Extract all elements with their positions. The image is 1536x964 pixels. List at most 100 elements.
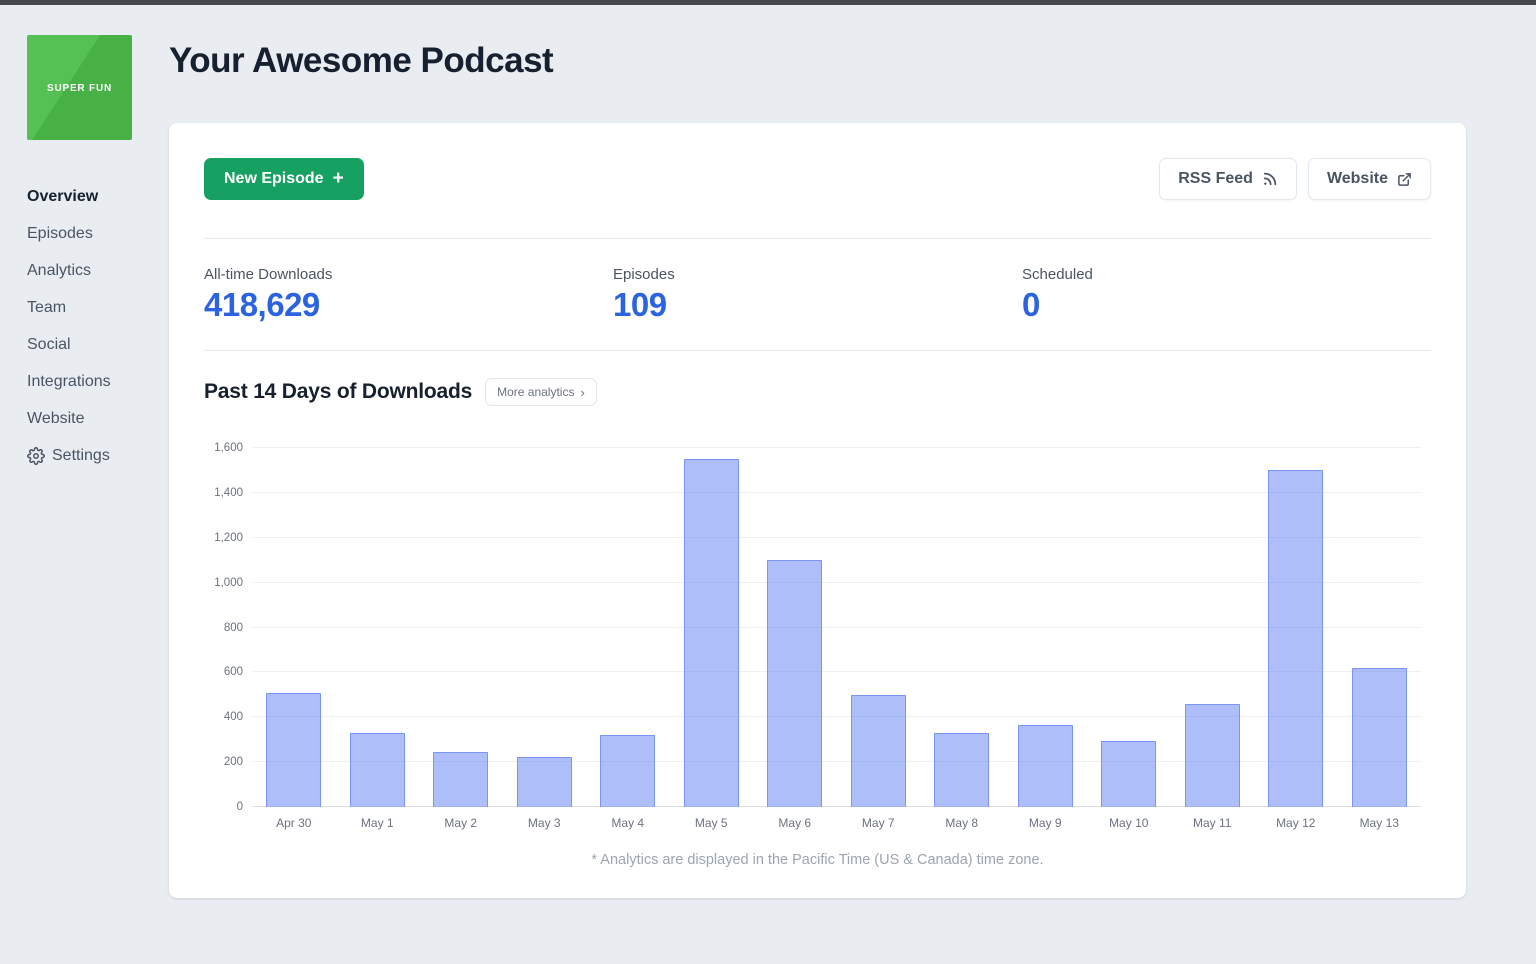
bar-slot [503,448,587,807]
more-analytics-button[interactable]: More analytics › [485,378,597,406]
rss-feed-label: RSS Feed [1178,170,1253,187]
x-axis-tick-label: May 8 [945,816,979,830]
sidebar-item-integrations[interactable]: Integrations [27,363,141,400]
y-axis-tick-label: 1,000 [214,576,243,589]
stat-label: All-time Downloads [204,266,333,283]
new-episode-label: New Episode [224,170,324,187]
sidebar-item-social[interactable]: Social [27,326,141,363]
website-button[interactable]: Website [1307,158,1431,200]
bar-slot [586,448,670,807]
stat-episodes: Episodes 109 [613,266,1022,324]
bars-layer [252,448,1421,807]
sidebar-item-label: Overview [27,187,99,205]
chart-header: Past 14 Days of Downloads More analytics… [204,378,1431,406]
gridline [252,536,1421,538]
toolbar-right: RSS Feed Website [1159,158,1431,200]
bar-may-7[interactable] [850,694,906,807]
sidebar-item-label: Website [27,409,85,427]
chart-footnote: * Analytics are displayed in the Pacific… [591,852,1044,868]
gear-icon [27,446,45,465]
gridline [252,716,1421,718]
bar-apr-30[interactable] [266,692,322,807]
x-axis-tick-label: May 5 [694,816,728,830]
bar-slot [1338,448,1422,807]
stats-row: All-time Downloads 418,629 Episodes 109 Sche… [204,238,1431,350]
sidebar: SUPER FUN Overview Episodes Analytics Team S… [0,35,141,898]
bar-may-13[interactable] [1351,667,1407,807]
stat-value: 109 [613,286,667,323]
x-axis-tick-label: May 1 [360,816,394,830]
sidebar-item-settings[interactable]: Settings [27,437,141,474]
sidebar-item-analytics[interactable]: Analytics [27,252,141,289]
bar-may-1[interactable] [349,732,405,807]
bar-slot [1004,448,1088,807]
page-title: Your Awesome Podcast [169,41,554,80]
chart-section: Past 14 Days of Downloads More analytics… [204,350,1431,898]
main-content: Your Awesome Podcast New Episode + RSS F… [141,35,1536,898]
x-axis-tick-label: May 12 [1276,816,1316,830]
rss-feed-button[interactable]: RSS Feed [1159,158,1297,200]
bar-may-11[interactable] [1184,703,1240,807]
sidebar-item-label: Integrations [27,372,111,390]
gridline [252,491,1421,493]
bar-slot [1087,448,1171,807]
y-axis-tick-label: 600 [223,666,243,679]
gridline [252,581,1421,583]
x-axis-tick-label: May 9 [1028,816,1062,830]
sidebar-item-label: Episodes [27,224,93,242]
bar-may-12[interactable] [1268,470,1324,807]
podcast-cover-art[interactable]: SUPER FUN [27,35,132,140]
rss-icon [1262,171,1278,187]
chart-title: Past 14 Days of Downloads [204,380,473,403]
sidebar-item-label: Analytics [27,261,92,279]
x-axis-tick-label: May 4 [611,816,645,830]
bar-slot [336,448,420,807]
dashboard-card: New Episode + RSS Feed [169,123,1466,898]
x-axis-tick-label: Apr 30 [276,816,312,830]
sidebar-item-website[interactable]: Website [27,400,141,437]
more-analytics-label: More analytics [497,385,575,399]
sidebar-item-episodes[interactable]: Episodes [27,215,141,252]
sidebar-nav: Overview Episodes Analytics Team Social Integ… [27,178,141,474]
bar-slot [1254,448,1338,807]
y-axis-tick-label: 1,200 [214,531,243,544]
chart-plot-area: 0 200 400 600 800 1,000 1,200 1,400 1,600 [214,442,1421,813]
bar-may-4[interactable] [600,735,656,807]
x-axis-tick-label: May 10 [1109,816,1149,830]
bar-may-8[interactable] [934,732,990,807]
gridline [252,671,1421,673]
stat-label: Scheduled [1022,266,1093,283]
podcast-cover-title: SUPER FUN [47,83,112,94]
new-episode-button[interactable]: New Episode + [204,158,364,200]
bar-slot [753,448,837,807]
stat-scheduled: Scheduled 0 [1022,266,1431,324]
page-layout: SUPER FUN Overview Episodes Analytics Team S… [0,5,1536,898]
website-label: Website [1326,170,1388,187]
gridline [252,761,1421,763]
bar-slot [419,448,503,807]
chart-x-axis: Apr 30 May 1 May 2 May 3 May 4 May 5 May 6 May … [252,816,1421,830]
bar-may-3[interactable] [516,756,572,807]
sidebar-item-label: Social [27,335,71,353]
bar-may-5[interactable] [683,459,739,807]
y-axis-tick-label: 400 [223,711,243,724]
x-axis-tick-label: May 7 [861,816,895,830]
y-axis-tick-label: 0 [236,801,243,813]
y-axis-tick-label: 1,600 [214,442,243,454]
bar-may-2[interactable] [433,752,489,807]
window-top-strip [0,0,1536,5]
bar-may-9[interactable] [1017,725,1073,807]
stat-value: 0 [1022,286,1040,323]
bar-slot [1171,448,1255,807]
sidebar-item-team[interactable]: Team [27,289,141,326]
y-axis-tick-label: 200 [223,756,243,769]
bar-may-6[interactable] [767,560,823,807]
sidebar-item-label: Settings [52,446,110,464]
y-axis-tick-label: 800 [223,621,243,634]
stat-all-time-downloads: All-time Downloads 418,629 [204,266,613,324]
sidebar-item-overview[interactable]: Overview [27,178,141,215]
gridline [252,806,1421,807]
x-axis-tick-label: May 13 [1359,816,1399,830]
bar-may-10[interactable] [1101,740,1157,807]
plus-icon: + [332,168,344,189]
